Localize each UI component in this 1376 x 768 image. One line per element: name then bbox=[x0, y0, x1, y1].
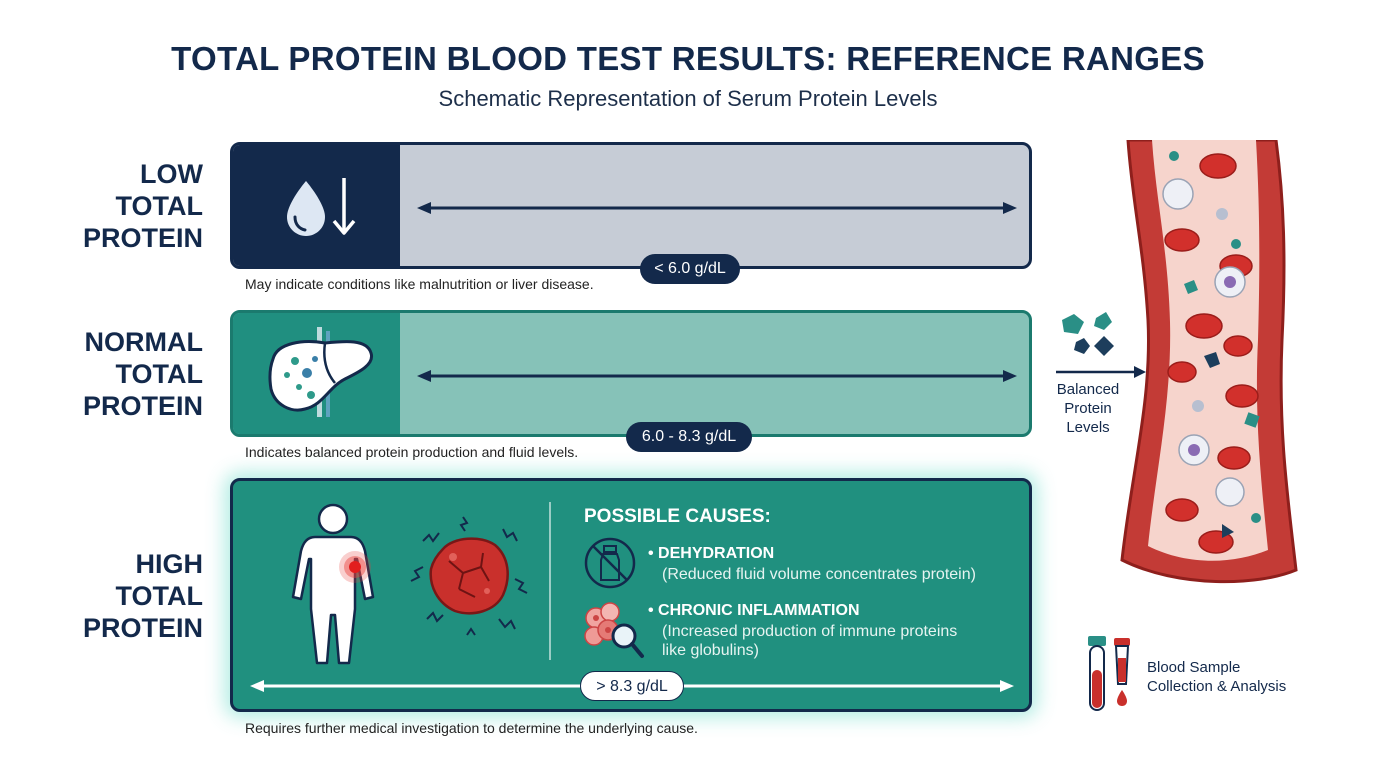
no-water-bottle-icon bbox=[584, 537, 636, 589]
low-range-arrow bbox=[417, 202, 1017, 214]
normal-range-arrow bbox=[417, 370, 1017, 382]
normal-icon-block bbox=[233, 313, 400, 434]
human-body-inflammation-icon bbox=[291, 503, 375, 665]
cause-dehydration-desc: (Reduced fluid volume concentrates prote… bbox=[662, 566, 976, 583]
normal-range-panel bbox=[230, 310, 1032, 437]
high-range-value: > 8.3 g/dL bbox=[580, 671, 684, 701]
page-title: TOTAL PROTEIN BLOOD TEST RESULTS: REFERE… bbox=[171, 40, 1205, 77]
water-drop-down-arrow-icon bbox=[287, 178, 356, 236]
blood-vessel-icon bbox=[1120, 140, 1298, 584]
high-range-label: HIGH TOTAL PROTEIN bbox=[82, 549, 203, 643]
blood-test-tubes-icon bbox=[1088, 636, 1130, 711]
causes-divider bbox=[549, 502, 551, 660]
normal-range-note: Indicates balanced protein production an… bbox=[245, 444, 579, 460]
cause-dehydration: • DEHYDRATION bbox=[648, 545, 775, 562]
page-subtitle: Schematic Representation of Serum Protei… bbox=[438, 86, 938, 111]
normal-range-value: 6.0 - 8.3 g/dL bbox=[626, 422, 752, 452]
vessel-caption: Balanced Protein Levels bbox=[1056, 381, 1120, 436]
low-range-label: LOW TOTAL PROTEIN bbox=[82, 159, 203, 253]
causes-title: POSSIBLE CAUSES: bbox=[584, 506, 771, 527]
low-range-note: May indicate conditions like malnutritio… bbox=[245, 276, 594, 292]
immune-cells-magnifier-icon bbox=[584, 602, 644, 658]
sample-caption: Blood Sample Collection & Analysis bbox=[1147, 659, 1287, 695]
cause-chronic-inflammation: • CHRONIC INFLAMMATION bbox=[648, 602, 860, 619]
low-range-panel bbox=[230, 142, 1032, 269]
liver-icon bbox=[268, 327, 374, 417]
high-range-note: Requires further medical investigation t… bbox=[245, 720, 698, 736]
inflamed-cell-icon bbox=[410, 516, 528, 636]
protein-molecules-icon bbox=[1056, 312, 1146, 378]
normal-range-label: NORMAL TOTAL PROTEIN bbox=[82, 327, 203, 421]
low-range-value: < 6.0 g/dL bbox=[640, 254, 740, 284]
cause-chronic-inflammation-desc: (Increased production of immune proteins… bbox=[662, 623, 958, 659]
low-icon-block bbox=[233, 145, 400, 266]
